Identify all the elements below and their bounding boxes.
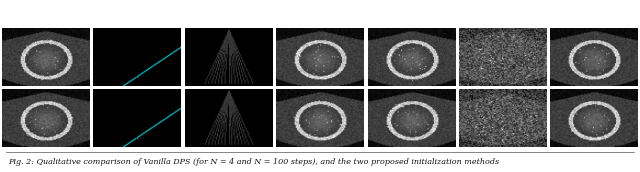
Text: Target: Target — [33, 2, 59, 10]
Text: y: y — [227, 10, 231, 18]
Text: Fig. 2: Qualitative comparison of Vanilla DPS (for N = 4 and N = 100 steps), and: Fig. 2: Qualitative comparison of Vanill… — [8, 158, 499, 166]
Text: Selected lines: Selected lines — [109, 2, 166, 10]
Text: N’=4: N’=4 — [309, 10, 331, 18]
Text: SeqDiff+: SeqDiff+ — [301, 2, 339, 10]
Text: N=4: N=4 — [493, 10, 512, 18]
Text: x: x — [44, 10, 48, 18]
Text: N’=4: N’=4 — [401, 10, 422, 18]
Text: Vanilla DPS: Vanilla DPS — [479, 2, 526, 10]
Text: N=100: N=100 — [580, 10, 609, 18]
Text: Vanilla DPS: Vanilla DPS — [571, 2, 618, 10]
Text: A: A — [134, 10, 140, 18]
Text: Measurement: Measurement — [200, 2, 257, 10]
Text: SeqDiff: SeqDiff — [396, 2, 427, 10]
